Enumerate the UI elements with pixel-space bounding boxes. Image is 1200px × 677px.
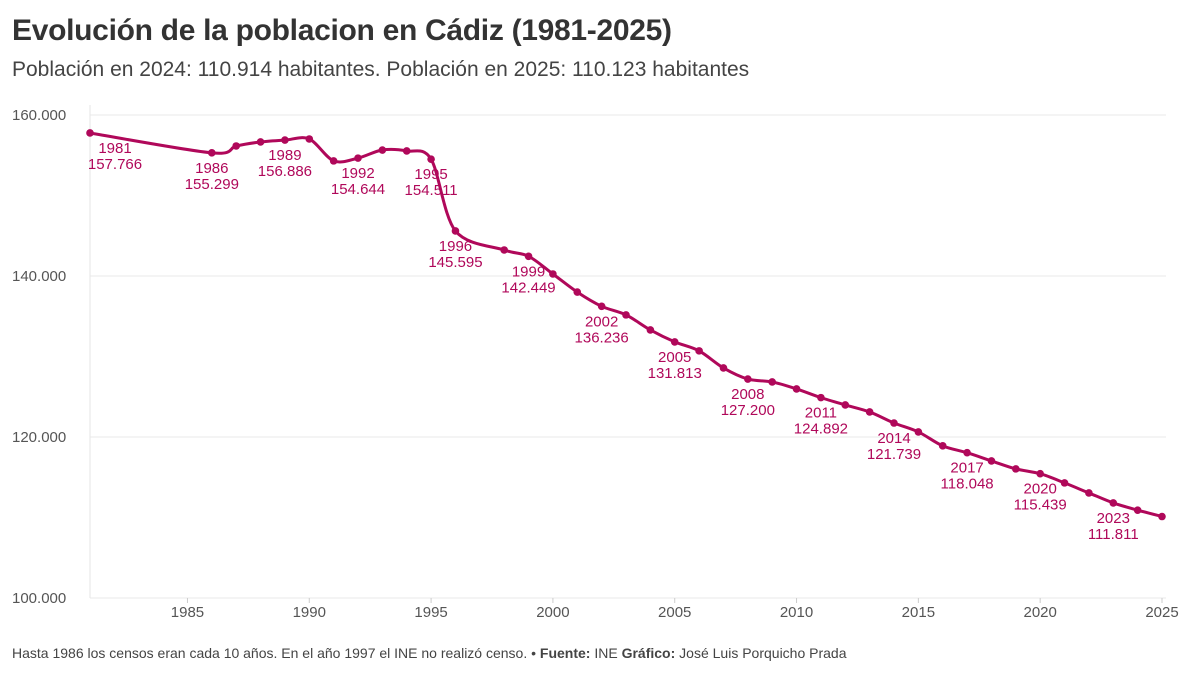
data-point	[451, 227, 460, 235]
data-label-year: 1986	[195, 160, 228, 177]
data-point	[646, 326, 655, 334]
data-point	[695, 347, 703, 355]
data-label-year: 2017	[950, 460, 983, 477]
data-point	[622, 311, 630, 319]
data-point	[402, 147, 411, 155]
data-point	[1109, 499, 1118, 507]
data-label-value: 157.766	[88, 156, 142, 173]
data-point	[1158, 512, 1166, 521]
data-label-year: 2014	[877, 430, 910, 447]
data-point	[256, 138, 265, 146]
data-point	[792, 385, 801, 393]
x-tick-label: 2020	[1023, 604, 1056, 621]
x-tick-label: 2010	[780, 604, 813, 621]
data-point	[670, 338, 679, 346]
data-point	[719, 364, 728, 372]
data-label-value: 115.439	[1014, 497, 1067, 514]
data-label-value: 131.813	[648, 365, 702, 382]
chart-subtitle: Población en 2024: 110.914 habitantes. P…	[12, 58, 750, 81]
data-point	[1085, 489, 1093, 497]
data-label-value: 155.299	[185, 176, 239, 193]
data-point	[987, 457, 996, 465]
x-tick-label: 1990	[293, 604, 326, 621]
data-point	[86, 129, 94, 137]
data-label-year: 2011	[805, 405, 837, 422]
data-label-value: 156.886	[258, 163, 312, 180]
x-tick-label: 1985	[171, 604, 204, 621]
y-tick-label: 140.000	[12, 268, 66, 285]
data-point	[914, 428, 923, 436]
data-point	[573, 288, 582, 296]
chart-title: Evolución de la poblacion en Cádiz (1981…	[12, 14, 672, 47]
data-point	[1133, 506, 1142, 514]
data-point	[841, 401, 850, 409]
data-point	[305, 135, 314, 143]
data-label-value: 154.511	[405, 182, 458, 199]
data-point	[427, 155, 435, 163]
data-point	[597, 302, 606, 311]
data-point	[817, 393, 825, 402]
x-tick-label: 1995	[414, 604, 447, 621]
data-label-year: 2023	[1097, 510, 1130, 527]
note-text: Hasta 1986 los censos eran cada 10 años.…	[12, 645, 540, 661]
data-point	[354, 154, 362, 162]
data-point	[281, 136, 289, 144]
data-label-year: 2020	[1023, 481, 1056, 498]
data-label-value: 154.644	[331, 181, 385, 198]
series-line	[89, 131, 1163, 518]
x-tick-label: 2000	[536, 604, 569, 621]
data-label-year: 2008	[731, 386, 764, 403]
data-point	[744, 375, 752, 383]
data-point	[329, 157, 338, 165]
data-label-value: 124.892	[794, 421, 848, 438]
data-point	[865, 408, 874, 416]
data-label-year: 2002	[585, 313, 618, 330]
data-point	[1036, 469, 1044, 478]
data-label-value: 127.200	[721, 402, 775, 419]
data-label-year: 2005	[658, 349, 691, 366]
data-point	[549, 270, 557, 278]
data-point	[524, 252, 533, 261]
data-label-value: 142.449	[501, 279, 555, 296]
data-label-value: 145.595	[428, 254, 482, 271]
data-point	[768, 378, 776, 386]
author: José Luis Porquicho Prada	[675, 645, 847, 661]
data-label-year: 1995	[414, 166, 447, 183]
data-label-year: 1999	[512, 263, 545, 280]
data-label-value: 111.811	[1088, 526, 1139, 543]
data-label-value: 136.236	[575, 329, 629, 346]
data-label-year: 1989	[268, 147, 301, 164]
footnote: Hasta 1986 los censos eran cada 10 años.…	[12, 645, 847, 661]
data-label-year: 1992	[341, 165, 374, 182]
data-label-value: 118.048	[941, 476, 994, 493]
chart-credit-label: Gráfico:	[621, 645, 676, 661]
data-point	[1012, 465, 1020, 473]
data-point	[500, 246, 508, 254]
y-tick-label: 120.000	[12, 429, 66, 446]
data-point	[208, 149, 216, 157]
data-point	[378, 146, 387, 154]
y-tick-label: 160.000	[12, 107, 66, 124]
x-tick-label: 2015	[902, 604, 935, 621]
x-tick-label: 2025	[1145, 604, 1178, 621]
data-label-year: 1996	[439, 238, 472, 255]
data-point	[232, 142, 240, 150]
source: INE	[590, 645, 622, 661]
data-point	[963, 448, 971, 457]
data-point	[890, 419, 898, 427]
y-tick-label: 100.000	[12, 590, 66, 607]
data-point	[1060, 479, 1069, 487]
x-tick-label: 2005	[658, 604, 691, 621]
data-label-year: 1981	[98, 140, 131, 157]
source-label: Fuente:	[539, 645, 591, 661]
data-point	[938, 442, 947, 450]
data-label-value: 121.739	[867, 446, 921, 463]
